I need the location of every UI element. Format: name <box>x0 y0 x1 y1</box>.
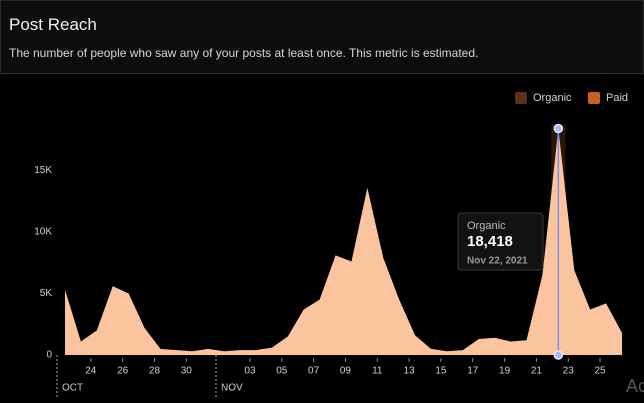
area <box>65 128 622 355</box>
legend-swatch <box>588 92 600 104</box>
hover-point <box>553 123 564 134</box>
y-tick-label: 15K <box>34 165 52 176</box>
x-tick-label: 07 <box>308 366 320 377</box>
watermark: Ac <box>626 376 644 396</box>
month-label: NOV <box>221 383 243 394</box>
tooltip-value: 18,418 <box>467 233 513 250</box>
x-tick-label: 28 <box>149 366 161 377</box>
card-title: Post Reach <box>9 15 97 34</box>
x-tick-label: 25 <box>595 366 607 377</box>
hover-point-base <box>553 350 564 360</box>
month-label: OCT <box>62 383 83 394</box>
card-subtitle: The number of people who saw any of your… <box>9 46 479 60</box>
tooltip-date: Nov 22, 2021 <box>467 256 528 267</box>
x-tick-label: 13 <box>404 366 416 377</box>
legend-label: Organic <box>533 92 572 104</box>
x-tick-label: 21 <box>531 366 543 377</box>
x-tick-label: 15 <box>435 366 447 377</box>
x-tick-label: 23 <box>563 366 575 377</box>
tooltip-series: Organic <box>467 220 506 232</box>
y-tick-label: 0 <box>46 350 52 361</box>
x-tick-label: 05 <box>276 366 288 377</box>
x-tick-label: 26 <box>117 366 129 377</box>
y-tick-label: 5K <box>40 288 53 299</box>
x-tick-label: 17 <box>467 366 479 377</box>
x-tick-label: 30 <box>181 366 193 377</box>
x-tick-label: 09 <box>340 366 352 377</box>
y-tick-label: 10K <box>34 227 52 238</box>
x-tick-label: 03 <box>244 366 256 377</box>
x-tick-label: 11 <box>372 366 383 377</box>
legend-label: Paid <box>606 92 628 104</box>
x-tick-label: 24 <box>85 366 97 377</box>
card-header: Post Reach The number of people who saw … <box>0 0 644 74</box>
x-tick-label: 19 <box>499 366 511 377</box>
tooltip-box <box>457 212 544 271</box>
legend-swatch <box>515 92 527 104</box>
